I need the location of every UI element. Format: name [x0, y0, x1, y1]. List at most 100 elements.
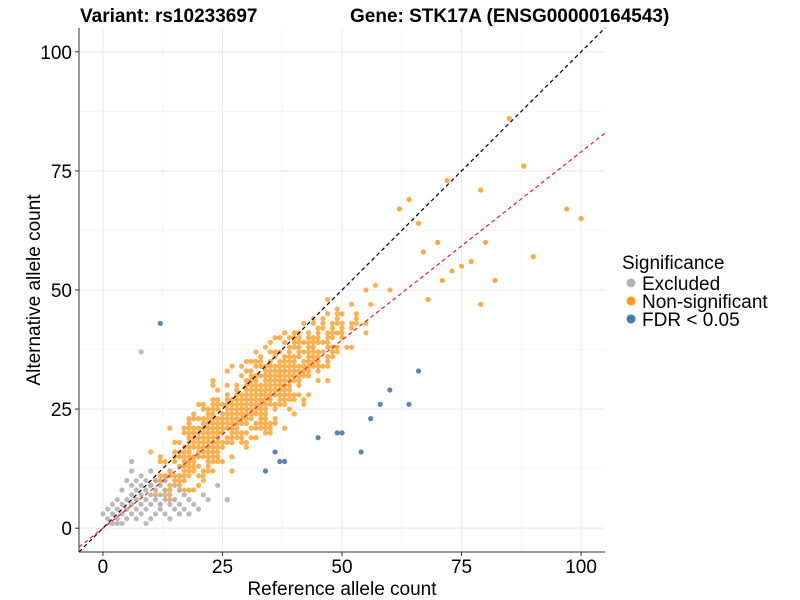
point-non-significant [334, 349, 340, 355]
point-non-significant [262, 344, 269, 350]
legend-label-excluded: Excluded [642, 274, 720, 295]
point-non-significant [195, 439, 202, 446]
point-excluded [143, 487, 149, 493]
point-non-significant [277, 396, 283, 403]
point-non-significant [210, 430, 216, 436]
point-excluded [143, 520, 149, 527]
point-non-significant [210, 458, 216, 465]
point-non-significant [210, 435, 216, 441]
y-axis-title: Alternative allele count [24, 194, 45, 386]
point-non-significant [224, 392, 230, 398]
point-excluded [119, 501, 125, 507]
point-non-significant [267, 420, 273, 426]
point-excluded [148, 501, 154, 507]
point-non-significant [248, 416, 254, 422]
legend-label-fdr: FDR < 0.05 [642, 310, 740, 331]
y-tick-label: 75 [51, 162, 72, 183]
point-non-significant [176, 454, 183, 460]
point-non-significant [310, 339, 316, 345]
point-non-significant [296, 349, 302, 355]
point-non-significant [315, 339, 321, 345]
point-non-significant [282, 425, 288, 431]
point-non-significant [219, 430, 226, 436]
point-non-significant [224, 435, 230, 441]
point-non-significant [272, 368, 278, 374]
point-non-significant [195, 425, 202, 431]
point-excluded [172, 497, 178, 503]
point-non-significant [258, 425, 264, 431]
point-non-significant [363, 320, 369, 326]
point-non-significant [234, 420, 240, 426]
point-non-significant [325, 311, 331, 317]
point-non-significant [253, 349, 259, 355]
point-non-significant [478, 187, 484, 193]
point-non-significant [530, 254, 536, 260]
point-non-significant [210, 411, 216, 417]
point-non-significant [344, 344, 350, 350]
point-non-significant [272, 377, 278, 384]
point-non-significant [291, 344, 297, 350]
point-non-significant [262, 377, 269, 384]
point-non-significant [210, 454, 216, 460]
point-non-significant [210, 401, 216, 407]
point-non-significant [258, 420, 264, 426]
point-non-significant [272, 373, 278, 379]
point-non-significant [449, 268, 455, 274]
point-non-significant [282, 354, 288, 360]
legend-swatch-fdr [626, 314, 636, 324]
point-non-significant [277, 392, 283, 398]
point-non-significant [578, 215, 584, 222]
point-non-significant [521, 163, 527, 169]
point-non-significant [205, 458, 211, 465]
point-non-significant [219, 411, 226, 417]
point-excluded [191, 501, 197, 507]
point-non-significant [286, 382, 292, 388]
point-non-significant [339, 325, 345, 331]
x-tick-label: 0 [98, 557, 109, 578]
point-non-significant [219, 444, 226, 450]
point-non-significant [325, 339, 331, 345]
point-non-significant [353, 311, 359, 317]
point-non-significant [205, 416, 211, 422]
point-non-significant [186, 425, 192, 431]
point-non-significant [334, 311, 340, 317]
point-non-significant [277, 335, 283, 341]
point-non-significant [172, 473, 178, 479]
point-non-significant [267, 430, 273, 436]
point-non-significant [286, 396, 292, 403]
point-non-significant [229, 406, 235, 412]
point-non-significant [191, 444, 197, 450]
point-non-significant [396, 206, 402, 212]
point-non-significant [205, 406, 211, 412]
point-non-significant [329, 349, 336, 355]
point-non-significant [186, 449, 192, 455]
point-non-significant [191, 487, 197, 493]
point-non-significant [315, 368, 321, 374]
point-non-significant [339, 311, 345, 317]
point-non-significant [272, 387, 278, 393]
point-non-significant [262, 401, 269, 407]
point-non-significant [262, 425, 269, 431]
point-non-significant [258, 363, 264, 369]
point-non-significant [296, 373, 302, 379]
point-non-significant [229, 425, 235, 431]
point-non-significant [282, 387, 288, 393]
title-gene: Gene: STK17A (ENSG00000164543) [350, 6, 669, 27]
point-non-significant [167, 482, 173, 488]
point-non-significant [258, 358, 264, 365]
point-non-significant [191, 416, 197, 422]
point-excluded [224, 497, 230, 503]
point-non-significant [224, 411, 230, 417]
point-excluded [105, 516, 111, 522]
point-non-significant [291, 358, 297, 365]
point-non-significant [181, 468, 187, 474]
point-excluded [167, 501, 173, 507]
point-non-significant [286, 387, 292, 393]
point-non-significant [305, 392, 312, 398]
point-non-significant [148, 449, 154, 455]
point-non-significant [191, 425, 197, 431]
point-fdr [339, 430, 345, 436]
point-non-significant [301, 358, 307, 365]
point-excluded [133, 487, 139, 493]
point-excluded [109, 511, 116, 517]
